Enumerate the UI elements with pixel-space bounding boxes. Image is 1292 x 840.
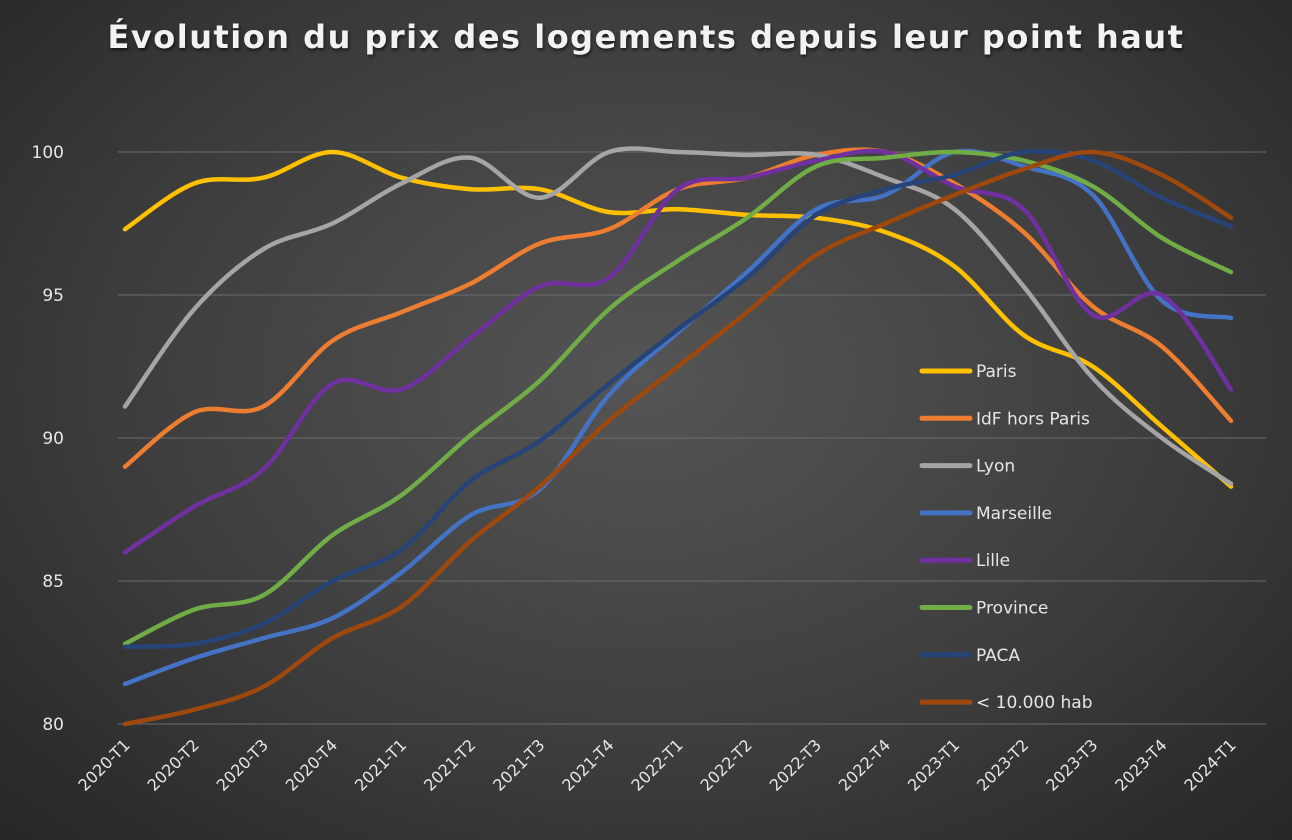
x-tick-label: 2021-T1 xyxy=(351,735,410,794)
legend-label: Province xyxy=(976,599,1048,619)
x-tick-label: 2022-T1 xyxy=(627,735,686,794)
x-tick-label: 2020-T3 xyxy=(213,735,272,794)
legend-label: IdF hors Paris xyxy=(976,409,1090,429)
x-tick-label: 2023-T2 xyxy=(973,735,1032,794)
series-line-lyon xyxy=(122,146,1234,487)
x-tick-label: 2020-T4 xyxy=(282,735,341,794)
series-line-10-000-hab xyxy=(122,149,1234,727)
x-tick-label: 2023-T1 xyxy=(904,735,963,794)
gridlines xyxy=(118,151,1266,725)
x-tick-label: 2022-T4 xyxy=(835,735,894,794)
series-line-lille xyxy=(122,148,1234,555)
x-tick-label: 2020-T1 xyxy=(74,735,133,794)
legend-label: Lille xyxy=(976,551,1010,571)
x-tick-label: 2021-T4 xyxy=(558,735,617,794)
x-tick-label: 2023-T3 xyxy=(1042,735,1101,794)
x-tick-label: 2021-T2 xyxy=(420,735,479,794)
series-line-province xyxy=(122,149,1234,647)
x-tick-label: 2023-T4 xyxy=(1111,735,1170,794)
legend-label: Lyon xyxy=(976,457,1015,477)
y-tick-label: 100 xyxy=(32,143,64,163)
y-tick-label: 95 xyxy=(42,286,64,306)
x-tick-label: 2024-T1 xyxy=(1180,735,1239,794)
legend-label: < 10.000 hab xyxy=(976,693,1093,713)
x-tick-label: 2021-T3 xyxy=(489,735,548,794)
y-tick-label: 80 xyxy=(42,715,64,735)
series-lines xyxy=(122,146,1234,727)
x-tick-label: 2022-T2 xyxy=(697,735,756,794)
y-axis-ticks: 80 85 90 95 100 xyxy=(32,143,64,735)
legend-label: Marseille xyxy=(976,504,1052,524)
x-axis-ticks: 2020-T1 2020-T2 2020-T3 2020-T4 2021-T1 2021-… xyxy=(74,735,1239,794)
legend-label: Paris xyxy=(976,362,1017,382)
legend: Paris IdF hors Paris Lyon Marseille Lille Pro… xyxy=(919,362,1093,713)
y-tick-label: 90 xyxy=(42,429,64,449)
x-tick-label: 2022-T3 xyxy=(766,735,825,794)
x-tick-label: 2020-T2 xyxy=(144,735,203,794)
series-line-paris xyxy=(122,149,1234,489)
series-line-paca xyxy=(122,148,1234,650)
series-line-marseille xyxy=(122,148,1234,687)
chart-title: Évolution du prix des logements depuis l… xyxy=(107,18,1185,56)
legend-label: PACA xyxy=(976,646,1020,666)
y-tick-label: 85 xyxy=(42,572,64,592)
